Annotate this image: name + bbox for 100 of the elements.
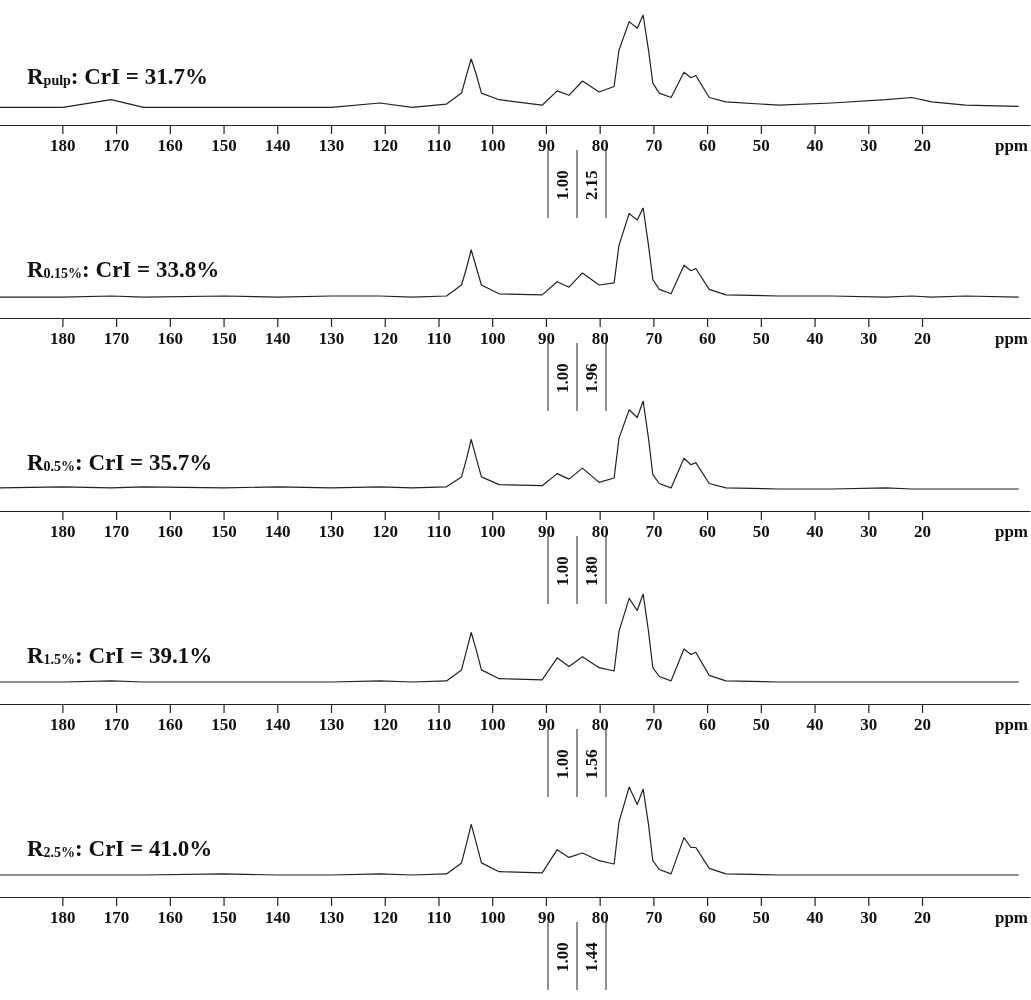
- x-tick-label: 60: [699, 329, 717, 348]
- x-tick-label: 40: [806, 522, 824, 541]
- x-tick-label: 150: [211, 715, 237, 734]
- text: Rpulp: CrI = 31.7%: [27, 64, 208, 89]
- x-tick-label: 40: [806, 136, 824, 155]
- text: R0.15%: CrI = 33.8%: [27, 257, 220, 282]
- x-tick-label: 70: [645, 908, 663, 927]
- text: 2.15: [581, 170, 601, 200]
- x-tick-label: 140: [265, 329, 291, 348]
- x-tick-label: 110: [426, 522, 452, 541]
- text: 1.44: [581, 941, 601, 972]
- x-tick-label: 20: [914, 136, 932, 155]
- x-tick-label: 160: [157, 136, 184, 155]
- x-tick-label: 130: [318, 136, 345, 155]
- x-axis-title: ppm: [994, 329, 1029, 348]
- x-tick-label: 160: [157, 329, 184, 348]
- x-tick-label: 160: [157, 715, 184, 734]
- x-tick-label: 120: [372, 715, 398, 734]
- x-axis-title: ppm: [994, 715, 1029, 734]
- x-tick-label: 50: [752, 522, 770, 541]
- x-tick-label: 100: [479, 329, 506, 348]
- x-tick-label: 30: [860, 136, 878, 155]
- x-tick-label: 60: [699, 715, 717, 734]
- x-tick-label: 180: [50, 522, 76, 541]
- text: R0.5%: CrI = 35.7%: [27, 450, 213, 475]
- x-tick-label: 20: [914, 329, 932, 348]
- x-tick-label: 60: [699, 136, 717, 155]
- x-tick-label: 90: [537, 136, 555, 155]
- text: 1.00: [552, 170, 572, 200]
- x-tick-label: 120: [372, 136, 398, 155]
- x-tick-label: 140: [265, 522, 291, 541]
- x-tick-label: 130: [318, 715, 345, 734]
- x-tick-label: 50: [752, 715, 770, 734]
- text: 1.00: [552, 363, 572, 393]
- x-tick-label: 150: [211, 136, 237, 155]
- x-tick-label: 30: [860, 908, 878, 927]
- text: 1.00: [552, 942, 572, 972]
- x-tick-label: 180: [50, 715, 76, 734]
- x-tick-label: 90: [537, 329, 555, 348]
- x-tick-label: 80: [591, 522, 609, 541]
- x-tick-label: 120: [372, 522, 398, 541]
- text: 1.96: [581, 363, 601, 393]
- x-tick-label: 170: [103, 715, 130, 734]
- x-tick-label: 20: [914, 715, 932, 734]
- x-tick-label: 130: [318, 522, 345, 541]
- x-tick-label: 130: [318, 908, 345, 927]
- x-tick-label: 110: [426, 908, 452, 927]
- x-tick-label: 30: [860, 522, 878, 541]
- x-tick-label: 110: [426, 715, 452, 734]
- text: 1.56: [581, 749, 601, 779]
- x-tick-label: 150: [211, 522, 237, 541]
- x-tick-label: 170: [103, 136, 130, 155]
- x-tick-label: 140: [265, 908, 291, 927]
- x-tick-label: 140: [265, 136, 291, 155]
- x-tick-label: 130: [318, 329, 345, 348]
- x-tick-label: 60: [699, 522, 717, 541]
- x-tick-label: 100: [479, 522, 506, 541]
- x-tick-label: 170: [103, 522, 130, 541]
- text: 1.00: [552, 556, 572, 586]
- x-tick-label: 30: [860, 329, 878, 348]
- x-tick-label: 40: [806, 715, 824, 734]
- x-tick-label: 90: [537, 522, 555, 541]
- x-tick-label: 80: [591, 136, 609, 155]
- x-tick-label: 80: [591, 908, 609, 927]
- x-tick-label: 40: [806, 329, 824, 348]
- x-tick-label: 30: [860, 715, 878, 734]
- x-tick-label: 50: [752, 329, 770, 348]
- x-tick-label: 60: [699, 908, 717, 927]
- x-tick-label: 180: [50, 136, 76, 155]
- text: 1.80: [581, 556, 601, 586]
- x-tick-label: 20: [914, 522, 932, 541]
- x-tick-label: 70: [645, 329, 663, 348]
- x-tick-label: 180: [50, 329, 76, 348]
- x-tick-label: 180: [50, 908, 76, 927]
- text: R2.5%: CrI = 41.0%: [27, 836, 213, 861]
- x-tick-label: 150: [211, 908, 237, 927]
- x-tick-label: 150: [211, 329, 237, 348]
- x-tick-label: 50: [752, 908, 770, 927]
- x-tick-label: 70: [645, 136, 663, 155]
- x-tick-label: 50: [752, 136, 770, 155]
- x-tick-label: 100: [479, 908, 506, 927]
- x-axis-title: ppm: [994, 522, 1029, 541]
- x-tick-label: 160: [157, 522, 184, 541]
- x-tick-label: 100: [479, 136, 506, 155]
- x-tick-label: 170: [103, 329, 130, 348]
- x-tick-label: 140: [265, 715, 291, 734]
- x-tick-label: 170: [103, 908, 130, 927]
- x-tick-label: 20: [914, 908, 932, 927]
- x-tick-label: 90: [537, 908, 555, 927]
- x-axis-title: ppm: [994, 908, 1029, 927]
- x-tick-label: 40: [806, 908, 824, 927]
- x-tick-label: 80: [591, 329, 609, 348]
- x-tick-label: 80: [591, 715, 609, 734]
- x-tick-label: 90: [537, 715, 555, 734]
- text: R1.5%: CrI = 39.1%: [27, 643, 213, 668]
- x-tick-label: 110: [426, 136, 452, 155]
- x-tick-label: 160: [157, 908, 184, 927]
- x-tick-label: 110: [426, 329, 452, 348]
- x-tick-label: 120: [372, 329, 398, 348]
- text: 1.00: [552, 749, 572, 779]
